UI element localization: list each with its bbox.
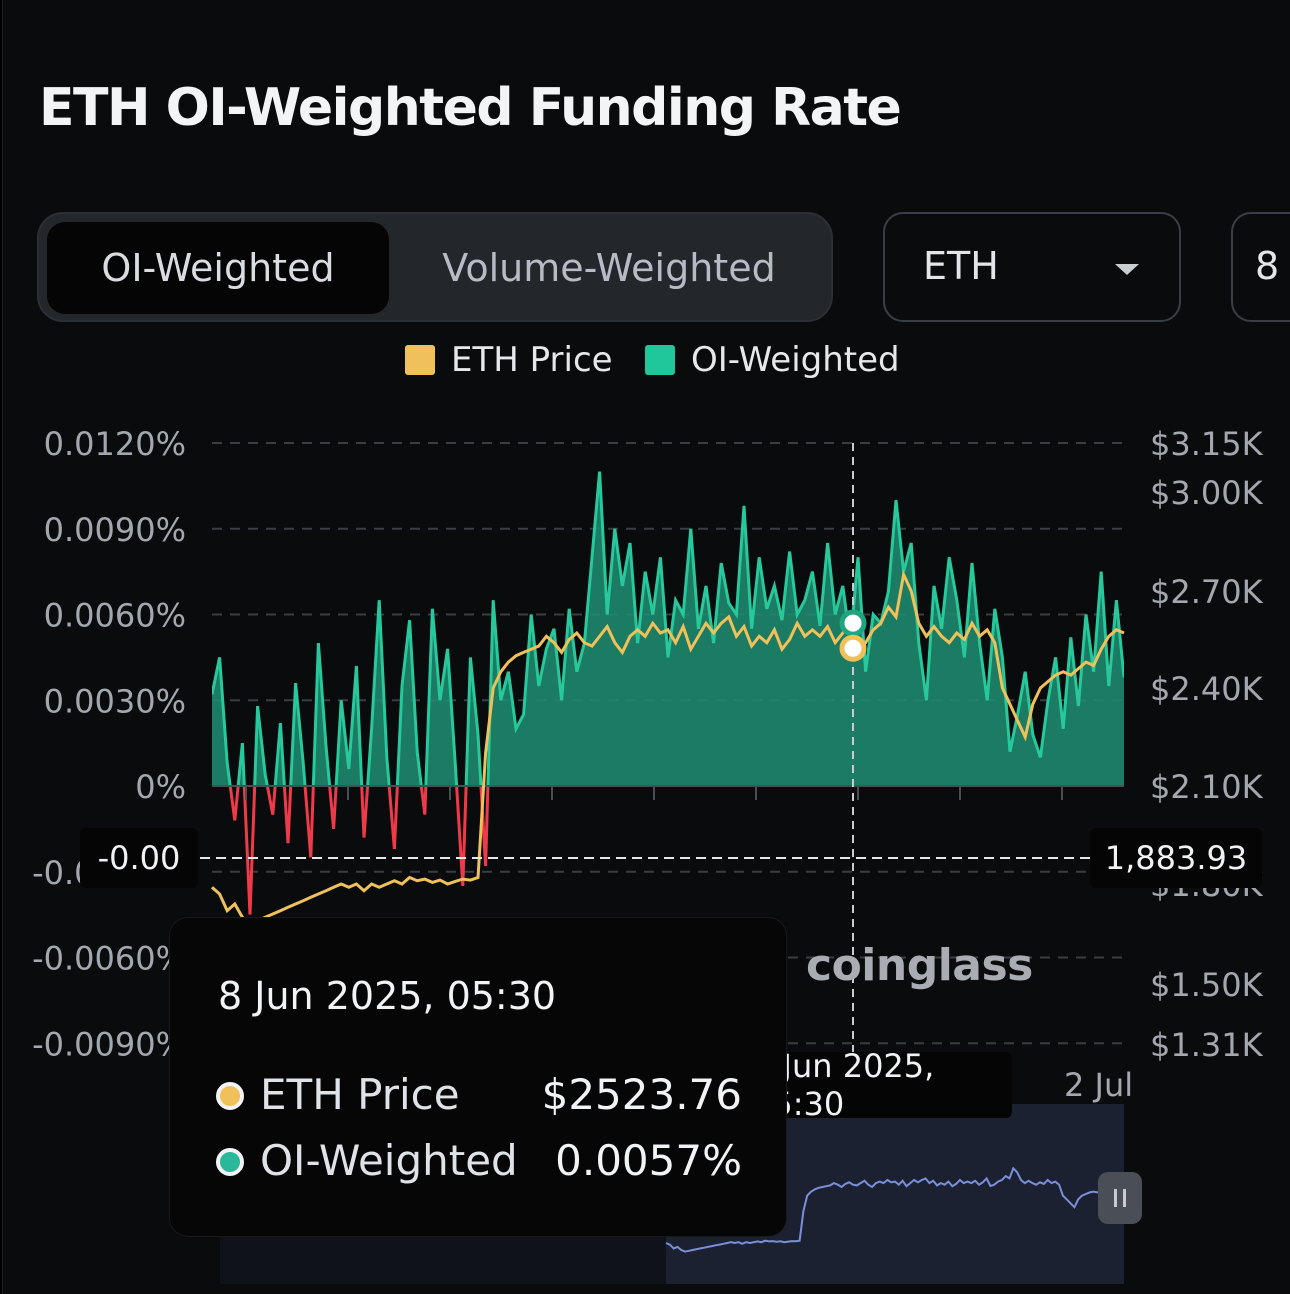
crosshair — [200, 443, 1090, 1052]
left-tick-label: -0.0060% — [32, 940, 186, 978]
tooltip-funding-dot-icon — [216, 1148, 244, 1176]
right-tick-label: $2.70K — [1150, 573, 1264, 611]
tooltip-funding-label: OI-Weighted — [260, 1136, 518, 1185]
tab-oi-weighted[interactable]: OI-Weighted — [47, 222, 389, 314]
funding-area — [212, 471, 1124, 915]
tooltip-date: 8 Jun 2025, 05:30 — [218, 974, 557, 1018]
coinglass-watermark: coinglass — [806, 940, 1033, 991]
weighting-segmented-control: OI-Weighted Volume-Weighted — [37, 212, 833, 322]
caret-down-icon — [1115, 264, 1139, 275]
chart-legend: ETH Price OI-Weighted — [3, 340, 1290, 384]
x-axis — [245, 786, 1063, 800]
tooltip-funding-value: 0.0057% — [555, 1136, 742, 1185]
crosshair-x-label: 8 Jun 2025, 05:30 — [776, 1052, 1012, 1118]
left-tick-label: 0.0030% — [44, 682, 186, 720]
pause-icon-bar-right — [1123, 1189, 1126, 1207]
right-tick-label: $1.50K — [1150, 966, 1264, 1004]
price-line — [211, 569, 1125, 926]
left-tick-label: -0.0090% — [32, 1025, 186, 1063]
right-axis-ticks: $3.15K$3.00K$2.70K$2.40K$2.10K$1.80K$1.5… — [1150, 425, 1264, 1064]
tooltip-price-value: $2523.76 — [541, 1070, 742, 1119]
pause-icon-bar-left — [1114, 1189, 1117, 1207]
tooltip-price-label: ETH Price — [260, 1070, 460, 1119]
left-tick-label: 0.0090% — [44, 511, 186, 549]
legend-swatch-funding — [645, 345, 675, 375]
crosshair-funding-marker — [839, 609, 867, 637]
coin-select-value: ETH — [923, 244, 999, 288]
coin-select[interactable]: ETH — [883, 212, 1181, 322]
price-series-line — [211, 569, 1125, 926]
legend-label-funding: OI-Weighted — [691, 340, 900, 380]
interval-select[interactable]: 8 — [1231, 212, 1290, 322]
x-tick-label: 2 Jul — [1064, 1066, 1134, 1104]
tooltip-row-funding: OI-Weighted 0.0057% — [216, 1136, 742, 1186]
left-tick-label: 0.0120% — [44, 425, 186, 463]
chart-tooltip: 8 Jun 2025, 05:30 ETH Price $2523.76 OI-… — [170, 918, 786, 1236]
navigator-price-line — [665, 1166, 1125, 1253]
left-axis-ticks: 0.0120%0.0090%0.0060%0.0030%0%-0.0030%-0… — [32, 425, 186, 1063]
funding-line-positive — [212, 471, 1124, 786]
crosshair-x-label-text: 8 Jun 2025, 05:30 — [776, 1052, 935, 1118]
right-tick-label: $3.15K — [1150, 425, 1264, 463]
page-title: ETH OI-Weighted Funding Rate — [39, 78, 902, 138]
left-tick-label: 0% — [135, 768, 186, 806]
right-tick-label: $1.31K — [1150, 1026, 1264, 1064]
legend-label-price: ETH Price — [451, 340, 613, 380]
funding-area-positive — [212, 471, 1124, 786]
legend-item-oi-weighted[interactable]: OI-Weighted — [645, 340, 900, 380]
tooltip-price-dot-icon — [216, 1082, 244, 1110]
crosshair-left-label: -0.00 — [80, 828, 198, 888]
right-tick-label: $3.00K — [1150, 474, 1264, 512]
right-tick-label: $2.10K — [1150, 768, 1264, 806]
crosshair-price-marker — [839, 634, 867, 662]
tooltip-row-price: ETH Price $2523.76 — [216, 1070, 742, 1120]
left-tick-label: 0.0060% — [44, 597, 186, 635]
legend-swatch-price — [405, 345, 435, 375]
legend-item-eth-price[interactable]: ETH Price — [405, 340, 613, 380]
interval-select-value: 8 — [1255, 244, 1280, 288]
tab-volume-weighted[interactable]: Volume-Weighted — [442, 246, 776, 290]
crosshair-right-label: 1,883.93 — [1090, 828, 1262, 888]
right-tick-label: $2.40K — [1150, 670, 1264, 708]
funding-line-negative — [228, 786, 490, 915]
navigator-pause-handle[interactable] — [1098, 1172, 1142, 1224]
